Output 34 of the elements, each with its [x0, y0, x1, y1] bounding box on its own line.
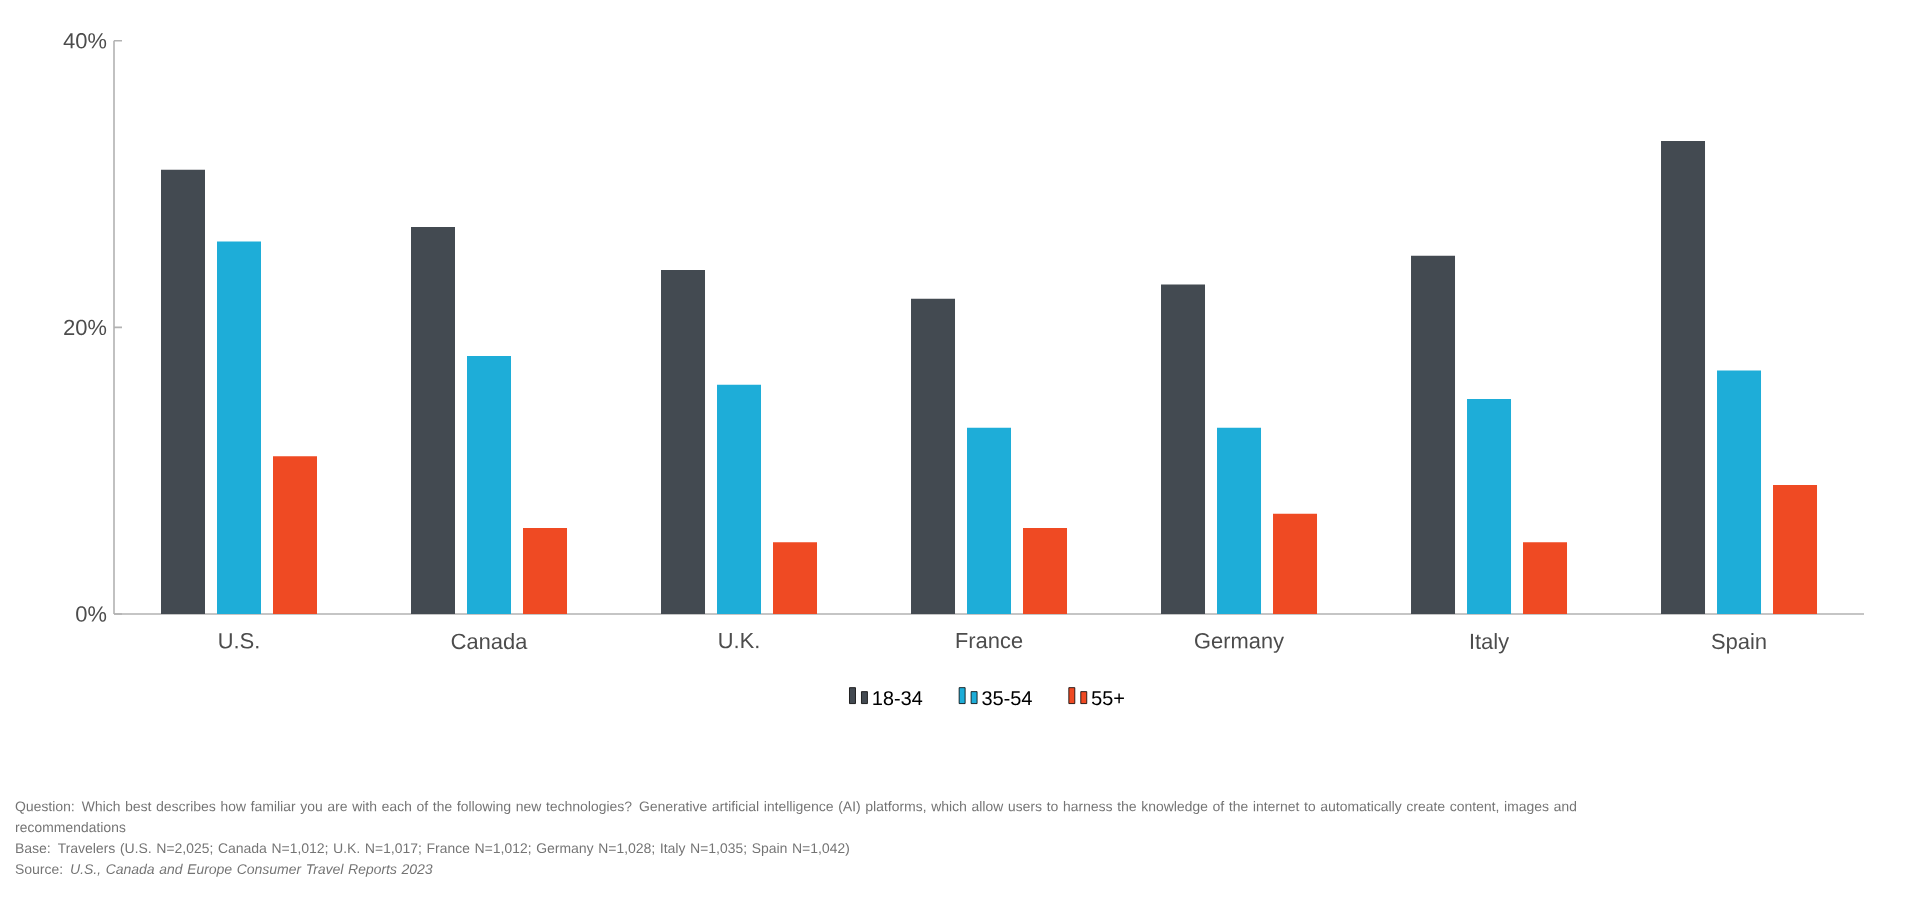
legend-label: 18-34	[873, 691, 923, 706]
bar	[161, 169, 205, 614]
x-tick-label: U.K.	[719, 633, 759, 649]
y-tick-label: 0%	[76, 606, 107, 622]
y-tick-label: 40%	[63, 33, 107, 49]
bar	[1523, 542, 1568, 614]
bar	[1661, 141, 1706, 614]
bar	[1161, 284, 1206, 614]
bar	[1217, 427, 1262, 614]
x-tick-label: Germany	[1195, 633, 1285, 653]
bar	[967, 427, 1012, 614]
bar	[217, 241, 261, 614]
bar	[1717, 370, 1762, 614]
x-tick-label: Italy	[1470, 633, 1510, 654]
x-tick-label: Spain	[1711, 633, 1766, 654]
bar	[1023, 528, 1068, 614]
bar	[467, 356, 512, 614]
x-tick-label: U.S.	[219, 633, 259, 649]
bar	[523, 528, 568, 614]
bar	[273, 456, 317, 614]
x-tick-label: Canada	[451, 633, 528, 650]
bar	[411, 227, 455, 614]
bar	[1467, 399, 1512, 614]
bar	[1273, 513, 1318, 614]
bar	[1411, 255, 1456, 614]
bar	[661, 270, 706, 614]
legend-label: 35-54	[982, 691, 1032, 706]
x-tick-label: France	[956, 633, 1023, 649]
bar	[1773, 485, 1818, 614]
bar	[911, 298, 956, 614]
bar	[717, 384, 762, 614]
y-tick-label: 20%	[64, 319, 107, 336]
bar	[773, 542, 818, 614]
legend-label: 55+	[1091, 691, 1124, 706]
